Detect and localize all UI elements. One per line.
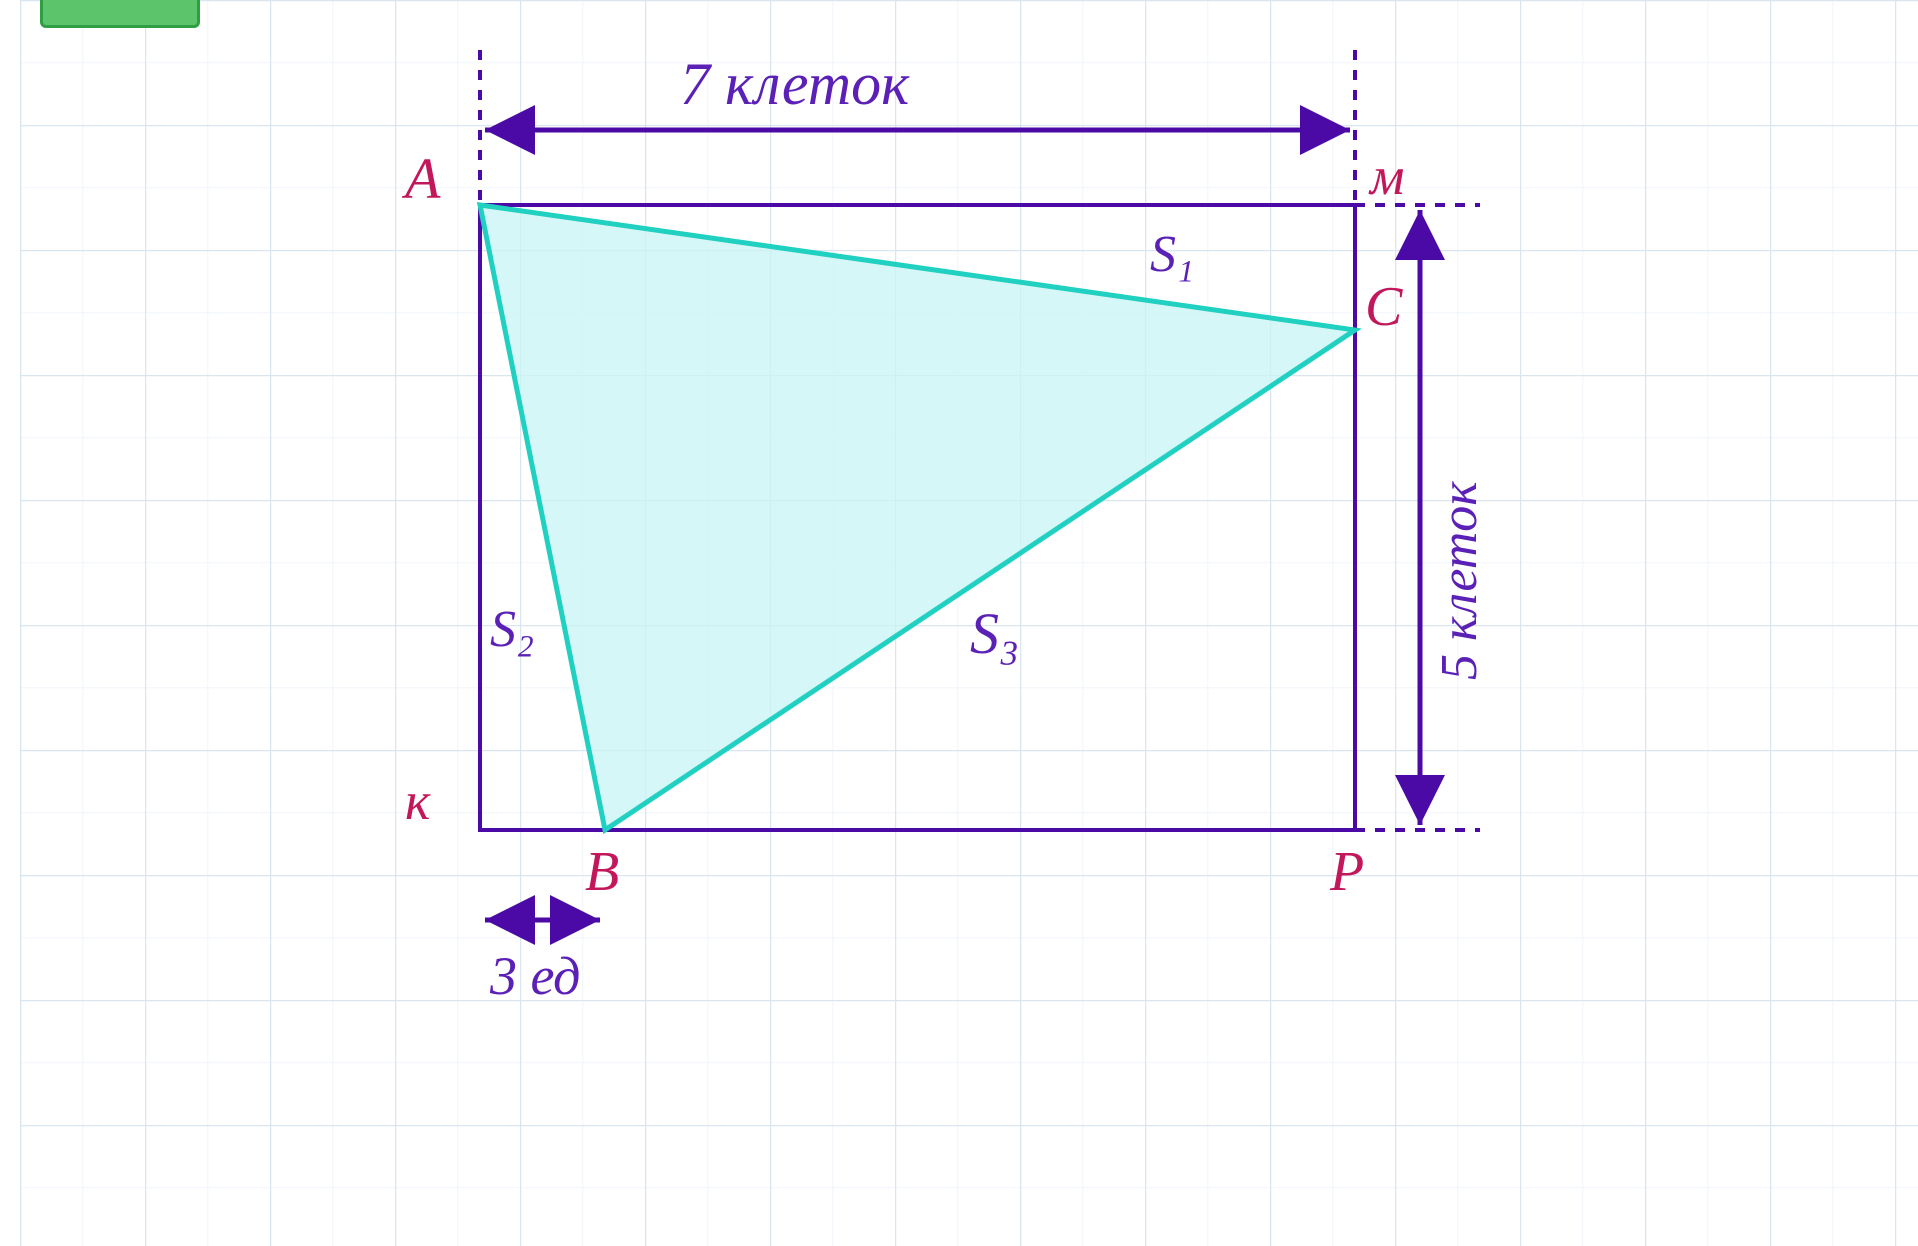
dimension-top-text: 7 клеток <box>680 51 909 117</box>
canvas: 7 клеток 5 клеток 3 ед A м C к B P <box>0 0 1918 1246</box>
dimension-cell-text: 3 ед <box>490 946 580 1006</box>
region-s2-label: S₂ <box>490 600 534 659</box>
dimension-top-label: 7 клеток <box>680 50 909 119</box>
region-s1-label: S₁ <box>1150 225 1194 284</box>
geometry-diagram: 7 клеток 5 клеток 3 ед A м C к B P <box>250 40 1750 1145</box>
vertex-c-label: C <box>1365 275 1402 339</box>
diagram-svg <box>250 40 1750 1140</box>
vertex-b-label: B <box>585 840 619 904</box>
dimension-right-text: 5 клеток <box>1431 481 1488 680</box>
vertex-p-label: P <box>1330 840 1364 904</box>
vertex-m-label: м <box>1370 145 1404 207</box>
triangle-abc <box>480 205 1355 830</box>
green-tab-decoration <box>40 0 200 28</box>
dimension-right-label: 5 клеток <box>1430 481 1489 680</box>
dimension-cell-label: 3 ед <box>490 945 580 1007</box>
vertex-a-label: A <box>405 145 440 212</box>
region-s3-label: S₃ <box>970 600 1019 667</box>
vertex-k-label: к <box>405 770 430 832</box>
